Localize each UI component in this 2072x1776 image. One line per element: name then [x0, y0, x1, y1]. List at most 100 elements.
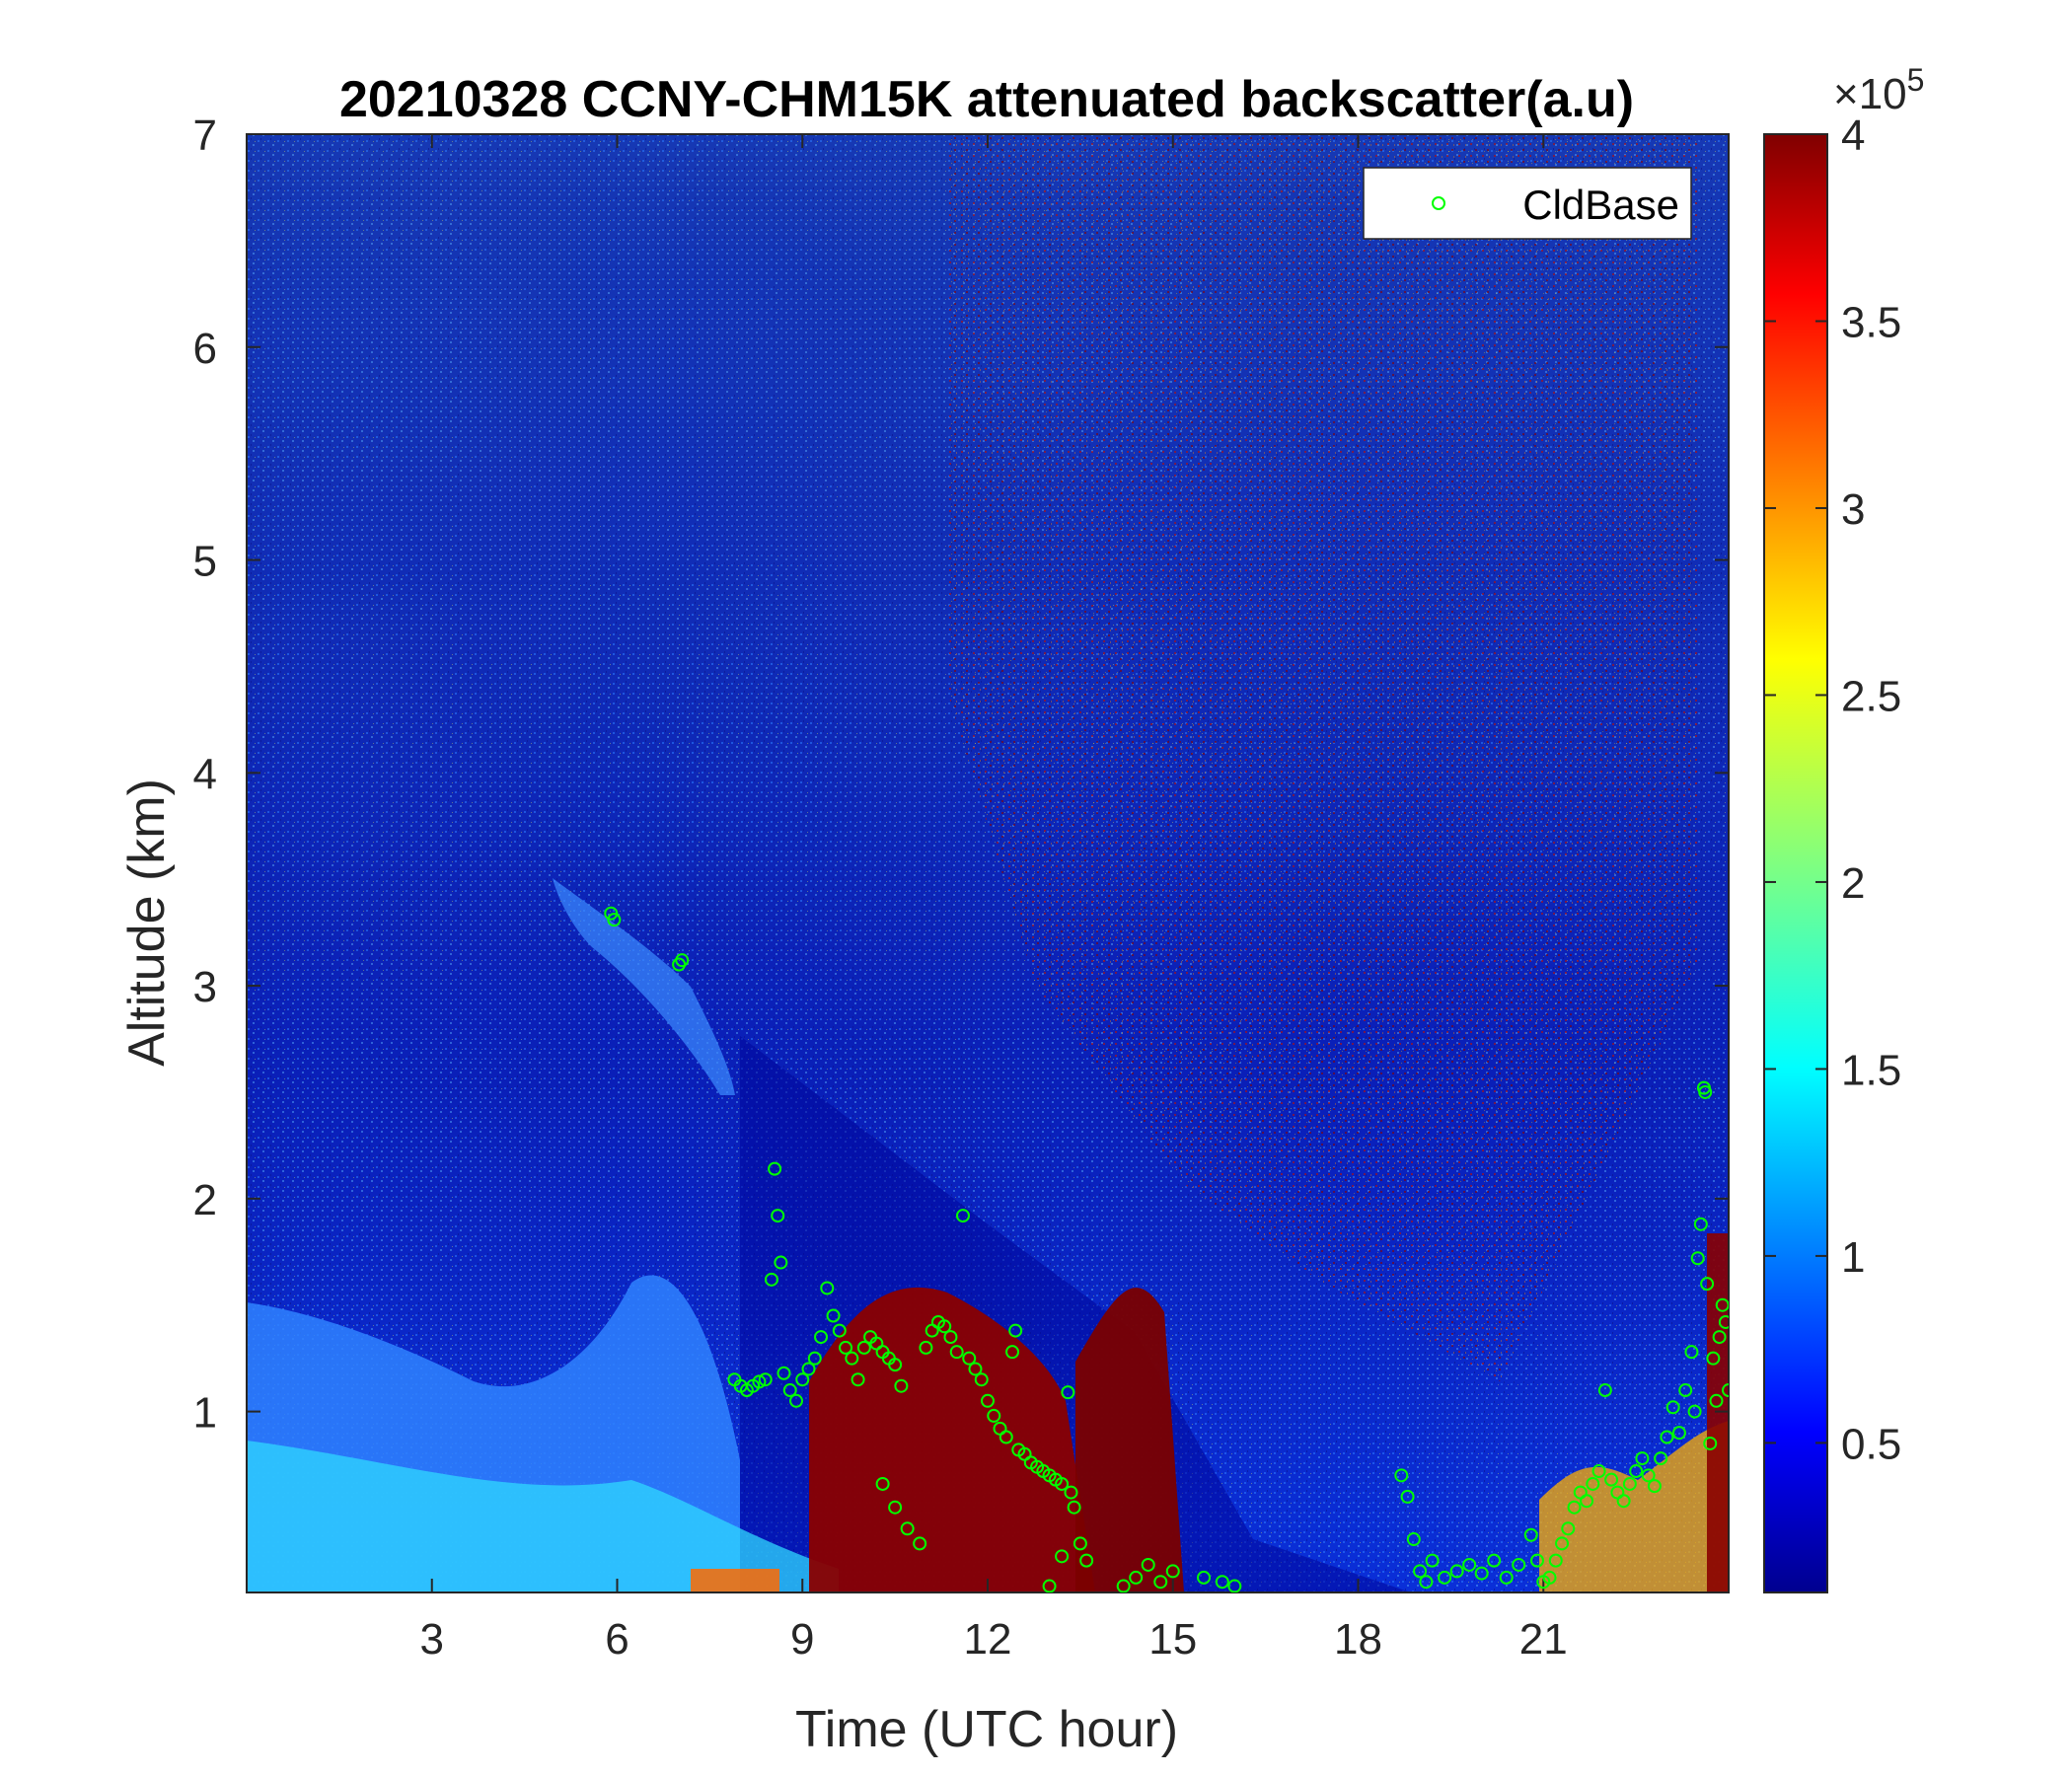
cldbase-point: [1700, 1277, 1715, 1292]
cldbase-point: [856, 1340, 871, 1355]
cldbase-point: [768, 1161, 782, 1176]
cldbase-point: [1635, 1451, 1650, 1466]
cldbase-point: [1555, 1536, 1570, 1551]
cldbase-point: [1629, 1464, 1644, 1479]
cldbase-point: [1690, 1251, 1705, 1266]
cldbase-point: [1718, 1314, 1729, 1329]
colorbar-tick-label: 3.5: [1841, 298, 1901, 346]
heatmap-upper-noise: [947, 134, 1697, 1381]
colorbar: 0.5 1 1.5 2 2.5 3 3.5 4 ×105: [1763, 62, 1924, 1593]
cldbase-point: [1474, 1566, 1489, 1581]
legend-marker-icon: [1432, 196, 1445, 210]
cldbase-point: [832, 1323, 847, 1338]
cldbase-point: [913, 1536, 927, 1551]
cldbase-point: [1499, 1570, 1514, 1585]
x-tick-label: 12: [964, 1615, 1012, 1664]
x-tick-label: 9: [790, 1615, 814, 1664]
cldbase-point: [1561, 1521, 1576, 1536]
heatmap-layer: [247, 134, 1729, 1592]
heatmap-evening-edge: [1707, 1233, 1729, 1592]
cldbase-point: [1703, 1436, 1718, 1450]
cldbase-point: [826, 1308, 841, 1323]
cldbase-point: [968, 1362, 983, 1376]
y-axis-title: Altitude (km): [118, 778, 176, 1067]
cldbase-point: [1591, 1464, 1606, 1479]
cldbase-point: [1008, 1323, 1023, 1338]
heatmap-cloud-streak: [553, 878, 735, 1095]
colorbar-exponent-label: ×105: [1833, 62, 1924, 118]
cldbase-point: [1706, 1351, 1721, 1366]
cldbase-point: [607, 913, 622, 927]
cldbase-point: [795, 1372, 810, 1387]
cldbase-point: [814, 1330, 829, 1345]
cldbase-point: [1197, 1570, 1212, 1585]
y-tick-label: 5: [193, 538, 217, 586]
colorbar-exponent-power: 5: [1907, 62, 1925, 98]
cldbase-point: [851, 1372, 865, 1387]
cldbase-point: [894, 1378, 909, 1393]
cldbase-point: [1042, 1579, 1057, 1592]
cldbase-point: [1580, 1494, 1594, 1509]
cldbase-point: [777, 1366, 791, 1380]
cldbase-point: [1678, 1383, 1693, 1398]
colorbar-tick-label: 4: [1841, 111, 1865, 160]
colorbar-tick-label: 1: [1841, 1233, 1865, 1282]
x-tick-label: 6: [605, 1615, 629, 1664]
legend: CldBase: [1363, 167, 1692, 240]
cldbase-point: [1604, 1472, 1619, 1487]
cldbase-point: [1413, 1564, 1428, 1579]
cldbase-point: [919, 1340, 933, 1355]
cldbase-point: [888, 1358, 903, 1372]
cldbase-point: [764, 1272, 778, 1287]
cldbase-point: [1529, 1553, 1544, 1568]
cldbase-point: [1660, 1430, 1674, 1444]
y-axis: 1 2 3 4 5 6 7: [193, 111, 1729, 1438]
cldbase-point: [788, 1393, 803, 1408]
cldbase-markers: [604, 906, 1729, 1592]
cldbase-point: [1165, 1564, 1180, 1579]
colorbar-tick-label: 2: [1841, 859, 1865, 908]
x-tick-label: 18: [1334, 1615, 1382, 1664]
colorbar-tick-label: 0.5: [1841, 1420, 1901, 1468]
cldbase-point: [1055, 1549, 1070, 1564]
cldbase-point: [1709, 1393, 1724, 1408]
x-tick-label: 21: [1519, 1615, 1568, 1664]
cldbase-point: [752, 1374, 767, 1389]
cldbase-point: [675, 953, 690, 968]
cldbase-point: [888, 1500, 903, 1515]
cldbase-point: [1548, 1553, 1563, 1568]
colorbar-gradient: [1763, 133, 1828, 1593]
colorbar-ticks: 0.5 1 1.5 2 2.5 3 3.5 4: [1764, 111, 1901, 1468]
cldbase-point: [1567, 1500, 1582, 1515]
cldbase-point: [1400, 1489, 1415, 1504]
legend-box: [1363, 167, 1692, 240]
cldbase-point: [1647, 1479, 1662, 1494]
legend-entry-cldbase: CldBase: [1522, 182, 1679, 228]
cldbase-point: [1153, 1575, 1168, 1590]
cldbase-point: [1542, 1570, 1557, 1585]
cldbase-point: [1586, 1476, 1600, 1491]
cldbase-point: [604, 906, 619, 921]
cldbase-point: [981, 1393, 995, 1408]
cldbase-point: [1073, 1536, 1087, 1551]
heatmap-low-cloud-2: [1075, 1288, 1184, 1592]
cldbase-point: [1722, 1383, 1729, 1398]
cldbase-point: [1665, 1400, 1680, 1415]
heatmap-low-cloud: [809, 1287, 1095, 1592]
cldbase-point: [943, 1330, 958, 1345]
cldbase-point: [1227, 1579, 1242, 1592]
cldbase-point: [1129, 1570, 1144, 1585]
cldbase-point: [1061, 1385, 1075, 1400]
y-tick-label: 3: [193, 963, 217, 1011]
cldbase-point: [937, 1319, 952, 1334]
cldbase-point: [1693, 1217, 1708, 1231]
cldbase-point: [1141, 1557, 1155, 1572]
cldbase-point: [1055, 1476, 1070, 1491]
cldbase-point: [1654, 1451, 1668, 1466]
cldbase-point: [820, 1281, 835, 1295]
cldbase-point: [782, 1383, 797, 1398]
cldbase-point: [900, 1521, 915, 1536]
y-tick-label: 1: [193, 1389, 217, 1438]
